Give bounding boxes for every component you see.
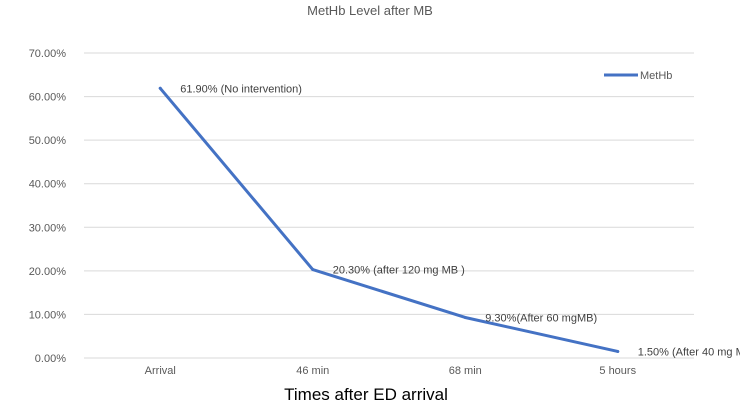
series-line-methb [158,86,620,353]
gridlines [84,52,694,359]
y-tick-label: 40.00% [29,179,67,191]
y-tick-label: 10.00% [29,309,67,321]
y-tick-label: 50.00% [29,135,67,147]
data-point [311,268,315,272]
data-label: 1.50% (After 40 mg MB) [638,346,740,358]
y-tick-label: 20.00% [29,266,67,278]
y-tick-label: 70.00% [29,48,67,60]
data-point [463,315,467,319]
data-label: 9.30%(After 60 mgMB) [485,312,597,324]
x-tick-label: 46 min [296,365,329,377]
legend: MetHb [604,70,672,82]
x-tick-label: 68 min [449,365,482,377]
series-group [158,86,620,353]
y-tick-label: 60.00% [29,92,67,104]
data-label: 61.90% (No intervention) [180,83,302,95]
y-tick-label: 30.00% [29,222,67,234]
x-tick-label: 5 hours [599,365,636,377]
legend-label-methb: MetHb [640,70,672,82]
y-tick-label: 0.00% [35,353,66,365]
x-axis-title: Times after ED arrival [284,385,448,404]
x-tick-label: Arrival [145,365,176,377]
data-point [616,349,620,353]
y-axis-ticks: 0.00% 10.00% 20.00% 30.00% 40.00% 50.00% 60.00… [29,48,67,365]
data-point [158,86,162,90]
data-labels: 61.90% (No intervention) 20.30% (after 12… [180,83,740,358]
data-label: 20.30% (after 120 mg MB ) [333,265,465,277]
x-axis-ticks: Arrival 46 min 68 min 5 hours [145,365,637,377]
chart-title: MetHb Level after MB [307,3,433,18]
